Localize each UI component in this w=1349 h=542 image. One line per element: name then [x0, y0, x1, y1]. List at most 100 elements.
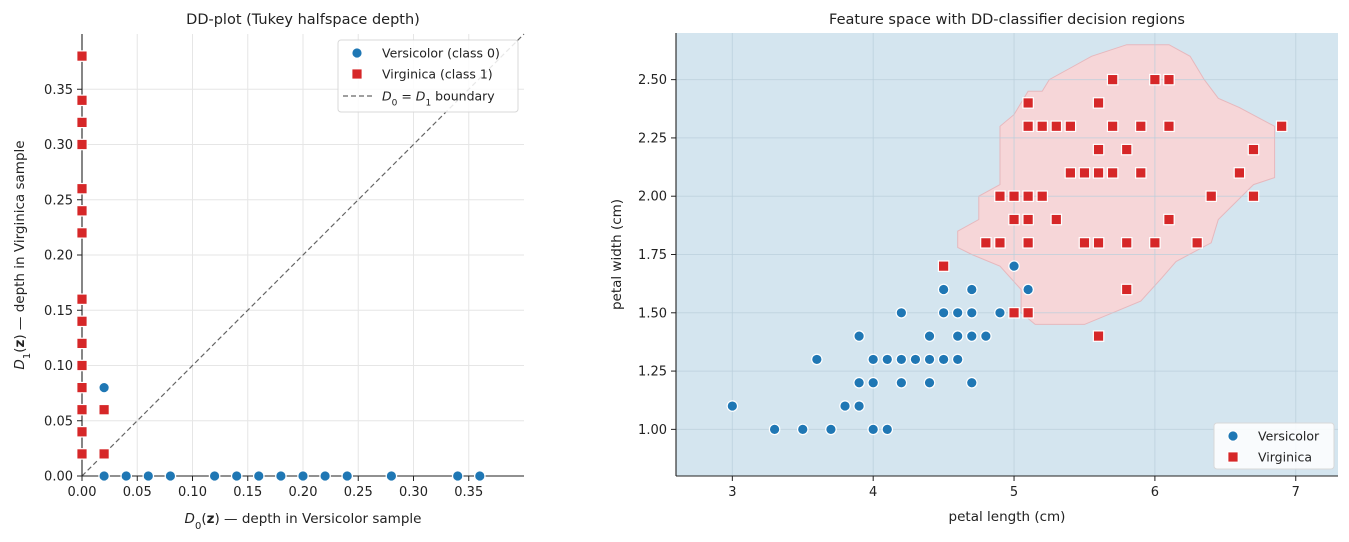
virginica-point — [1008, 190, 1020, 203]
legend: Versicolor (class 0) Virginica (class 1) D… — [337, 39, 519, 113]
versicolor-point — [208, 470, 221, 482]
y-axis-label: petal width (cm) — [609, 199, 625, 310]
label-part: ) — depth in Virginica sample — [12, 140, 28, 339]
versicolor-point — [895, 306, 908, 319]
versicolor-point — [120, 470, 132, 482]
x-axis-label: D0(z) — depth in Versicolor sample — [185, 511, 422, 532]
virginica-point — [1022, 213, 1034, 226]
versicolor-point — [965, 330, 978, 342]
label-part: 1 — [22, 353, 33, 359]
x-axis-label: petal length (cm) — [949, 509, 1066, 525]
virginica-point — [76, 50, 88, 62]
versicolor-point — [297, 470, 309, 482]
y-tick-label: 0.10 — [44, 359, 73, 374]
virginica-point — [1120, 143, 1133, 156]
versicolor-point — [451, 470, 464, 482]
virginica-point — [76, 381, 88, 394]
versicolor-point — [839, 400, 851, 412]
virginica-point — [76, 293, 88, 305]
versicolor-point — [98, 381, 110, 394]
legend-virginica-marker — [351, 68, 363, 80]
versicolor-point — [980, 330, 992, 342]
x-tick-label: 0.05 — [123, 485, 152, 500]
versicolor-point — [385, 470, 398, 482]
virginica-point — [1149, 73, 1161, 86]
legend-box — [337, 39, 519, 113]
virginica-point — [1163, 73, 1175, 86]
versicolor-point — [937, 283, 950, 296]
label-part: 0 — [195, 521, 201, 532]
x-tick-label: 5 — [1010, 485, 1018, 500]
virginica-point — [1036, 190, 1049, 203]
y-tick-label: 2.50 — [638, 73, 667, 88]
versicolor-point — [252, 470, 265, 482]
virginica-point — [76, 448, 88, 460]
virginica-point — [1036, 120, 1049, 133]
versicolor-point — [230, 470, 243, 482]
versicolor-point — [811, 353, 823, 366]
label-part: 0 — [392, 99, 398, 109]
virginica-point — [1135, 167, 1147, 179]
versicolor-point — [275, 470, 287, 482]
virginica-point — [76, 182, 88, 195]
x-tick-label: 4 — [869, 485, 877, 500]
virginica-point — [1120, 237, 1133, 249]
versicolor-point — [951, 330, 964, 342]
legend-virginica-label: Virginica — [1258, 450, 1312, 465]
x-tick-label: 0.25 — [344, 485, 373, 500]
legend-virginica-marker — [1227, 451, 1239, 463]
versicolor-point — [909, 353, 922, 366]
versicolor-point — [142, 470, 155, 482]
virginica-point — [76, 116, 88, 129]
versicolor-point — [825, 423, 837, 436]
versicolor-point — [853, 376, 865, 389]
virginica-point — [1233, 167, 1246, 179]
virginica-point — [76, 337, 88, 350]
virginica-point — [1092, 143, 1105, 156]
y-tick-label: 1.00 — [638, 423, 667, 438]
virginica-point — [1092, 237, 1105, 249]
label-part: z — [207, 511, 215, 527]
y-tick-label: 0.05 — [44, 414, 73, 429]
virginica-point — [980, 237, 992, 249]
versicolor-point — [726, 400, 739, 412]
versicolor-point — [895, 376, 908, 389]
versicolor-point — [867, 353, 879, 366]
versicolor-point — [923, 376, 936, 389]
virginica-point — [1106, 73, 1119, 86]
versicolor-point — [319, 470, 331, 482]
versicolor-point — [796, 423, 809, 436]
virginica-point — [1092, 167, 1105, 179]
versicolor-point — [867, 423, 879, 436]
versicolor-point — [951, 353, 964, 366]
y-tick-label: 2.25 — [638, 131, 667, 146]
y-tick-label: 1.50 — [638, 306, 667, 321]
virginica-point — [1120, 283, 1133, 296]
virginica-point — [1050, 213, 1063, 226]
y-tick-label: 0.25 — [44, 193, 73, 208]
virginica-point — [994, 190, 1006, 203]
chart-title: DD-plot (Tukey halfspace depth) — [186, 12, 420, 28]
x-tick-label: 0.15 — [233, 485, 262, 500]
dd-plot-panel: 0.00 0.05 0.10 0.15 0.20 0.25 0.30 0.35 0.00 0.05… — [12, 12, 525, 532]
versicolor-point — [937, 306, 950, 319]
virginica-point — [1078, 167, 1091, 179]
virginica-point — [1064, 167, 1077, 179]
versicolor-point — [965, 376, 978, 389]
x-tick-label: 6 — [1151, 485, 1159, 500]
versicolor-point — [98, 470, 110, 482]
virginica-point — [1064, 120, 1077, 133]
y-tick-label: 1.25 — [638, 365, 667, 380]
virginica-point — [1106, 120, 1119, 133]
versicolor-point — [853, 400, 865, 412]
versicolor-point — [937, 353, 950, 366]
legend-versicolor-label: Versicolor (class 0) — [382, 46, 500, 61]
legend-boundary-label: D0 = D1 boundary — [382, 89, 495, 109]
label-part: ( — [12, 348, 28, 353]
label-part: ( — [201, 511, 206, 527]
virginica-point — [1135, 120, 1147, 133]
versicolor-point — [867, 376, 879, 389]
y-tick-label: 0.30 — [44, 138, 73, 153]
label-part: = — [397, 89, 415, 104]
virginica-point — [1106, 167, 1119, 179]
